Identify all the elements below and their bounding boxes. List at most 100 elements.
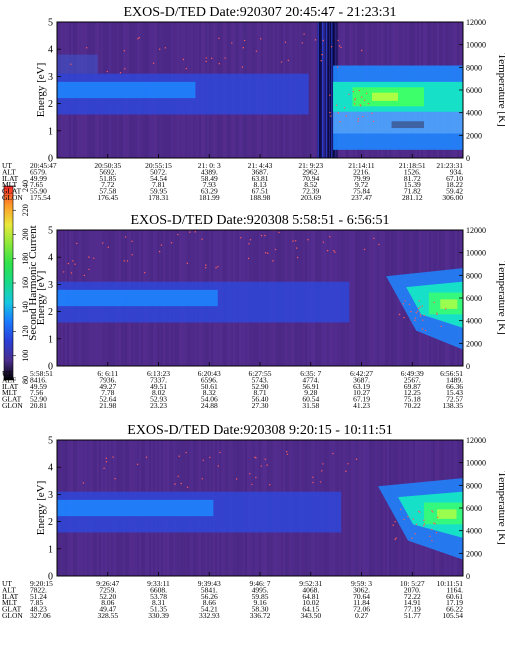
ephemeris-value: 72.39: [302, 187, 319, 196]
x-tick-label: 6: 6:11: [97, 369, 118, 378]
x-tick-label: 20:45:47: [30, 161, 57, 170]
ephemeris-value: 5743.: [252, 375, 269, 384]
ephemeris-value: 77.19: [404, 605, 421, 614]
ephemeris-value: 237.47: [351, 193, 372, 202]
ephemeris-value: 188.98: [250, 193, 271, 202]
ephemeris-value: 14.91: [404, 598, 421, 607]
ephemeris-value: 330.39: [148, 611, 169, 620]
ephemeris-value: 51.35: [150, 605, 167, 614]
ephemeris-value: 5841.: [201, 585, 218, 594]
x-tick-label: 21: 9:23: [298, 161, 323, 170]
x-tick-label: 6:13:23: [147, 369, 170, 378]
ephemeris-value: 7.56: [30, 388, 43, 397]
ephemeris-value: 57.58: [99, 187, 116, 196]
ephemeris-value: 60.61: [446, 592, 463, 601]
y2-axis-label: Temperature [K]: [496, 471, 505, 544]
ephemeris-value: 67.51: [252, 187, 269, 196]
ephemeris-value: 58.30: [252, 605, 269, 614]
ephemeris-value: 10.02: [302, 598, 319, 607]
x-tick-label: 6:35: 7: [300, 369, 321, 378]
ephemeris-row-label: MLT: [2, 180, 18, 189]
ephemeris-value: 66.36: [446, 382, 463, 391]
ephemeris-value: 27.30: [252, 401, 269, 410]
ephemeris-value: 17.19: [446, 598, 463, 607]
y-tick-label: 1: [48, 126, 53, 137]
ephemeris-value: 72.06: [353, 605, 370, 614]
ephemeris-value: 51.85: [99, 174, 116, 183]
x-tick-label: 21: 4:43: [248, 161, 273, 170]
ephemeris-value: 21.98: [99, 401, 116, 410]
ephemeris-value: 48.23: [30, 605, 47, 614]
ephemeris-value: 8.02: [152, 388, 165, 397]
y2-tick-label: 2000: [466, 339, 482, 348]
spectrogram: [57, 440, 463, 576]
ephemeris-value: 328.55: [97, 611, 118, 620]
ephemeris-value: 181.99: [199, 193, 220, 202]
ephemeris-value: 67.10: [446, 174, 463, 183]
y2-tick-label: 0: [466, 572, 470, 581]
ephemeris-value: 60.54: [302, 395, 319, 404]
ephemeris-value: 4995.: [252, 585, 269, 594]
x-tick-label: 6:56:51: [440, 369, 463, 378]
x-tick-label: 9:26:47: [96, 579, 119, 588]
x-tick-label: 10:11:51: [437, 579, 464, 588]
ephemeris-value: 20.81: [30, 401, 47, 410]
colorbar-tick-label: 180: [21, 253, 30, 265]
ephemeris-value: 70.94: [302, 174, 319, 183]
ephemeris-value: 343.50: [300, 611, 321, 620]
x-tick-label: 10: 5:27: [400, 579, 425, 588]
y-axis-label: Energy [eV]: [35, 271, 47, 325]
core-band: [57, 289, 218, 307]
ephemeris-value: 7.65: [30, 180, 43, 189]
ephemeris-value: 336.72: [250, 611, 271, 620]
y-tick-label: 3: [48, 280, 53, 291]
ephemeris-value: 2216.: [353, 167, 370, 176]
ephemeris-value: 15.43: [446, 388, 463, 397]
ephemeris-value: 10.27: [353, 388, 370, 397]
y2-tick-label: 2000: [466, 549, 482, 558]
ephemeris-row-label: GLON: [2, 193, 23, 202]
ephemeris-value: 6596.: [201, 375, 218, 384]
ephemeris-row-label: ALT: [2, 585, 16, 594]
ephemeris-value: 8416.: [30, 375, 47, 384]
x-tick-label: 9:33:11: [147, 579, 170, 588]
ephemeris-value: 9.28: [304, 388, 317, 397]
ephemeris-value: 75.18: [404, 395, 421, 404]
ephemeris-value: 178.31: [148, 193, 169, 202]
ephemeris-value: 66.22: [446, 605, 463, 614]
ephemeris-value: 72.57: [446, 395, 463, 404]
ephemeris-value: 59.85: [252, 592, 269, 601]
ephemeris-value: 49.59: [30, 382, 47, 391]
x-tick-label: 6:20:43: [198, 369, 221, 378]
y2-tick-label: 2000: [466, 131, 482, 140]
x-tick-label: 5:58:51: [30, 369, 53, 378]
y2-tick-label: 8000: [466, 481, 482, 490]
ephemeris-value: 52.20: [99, 592, 116, 601]
colorbar-tick-label: 80: [21, 376, 30, 384]
ephemeris-value: 7936.: [99, 375, 116, 384]
ephemeris-value: 5072.: [150, 167, 167, 176]
ephemeris-value: 56.40: [252, 395, 269, 404]
ephemeris-row-label: GLAT: [2, 605, 22, 614]
x-tick-label: 6:27:55: [249, 369, 272, 378]
panel-1: EXOS-D/TED Date:920307 20:45:47 - 21:23:…: [2, 5, 505, 202]
ephemeris-value: 52.90: [252, 382, 269, 391]
ephemeris-row-label: ILAT: [2, 592, 19, 601]
ephemeris-value: 63.81: [252, 174, 269, 183]
ephemeris-value: 7259.: [99, 585, 116, 594]
x-tick-label: 9:59: 3: [351, 579, 372, 588]
ephemeris-value: 70.22: [404, 401, 421, 410]
y-tick-label: 1: [48, 334, 53, 345]
y-tick-label: 5: [48, 18, 53, 29]
ephemeris-value: 7.81: [152, 180, 165, 189]
ephemeris-value: 56.91: [302, 382, 319, 391]
ephemeris-value: 51.24: [30, 592, 47, 601]
ephemeris-value: 56.26: [201, 592, 218, 601]
y-tick-label: 2: [48, 307, 53, 318]
ephemeris-value: 4774.: [302, 375, 319, 384]
ephemeris-value: 54.21: [201, 605, 218, 614]
ephemeris-value: 7.93: [203, 180, 216, 189]
ephemeris-value: 9.72: [355, 180, 368, 189]
colorbar-scale: [3, 185, 14, 381]
